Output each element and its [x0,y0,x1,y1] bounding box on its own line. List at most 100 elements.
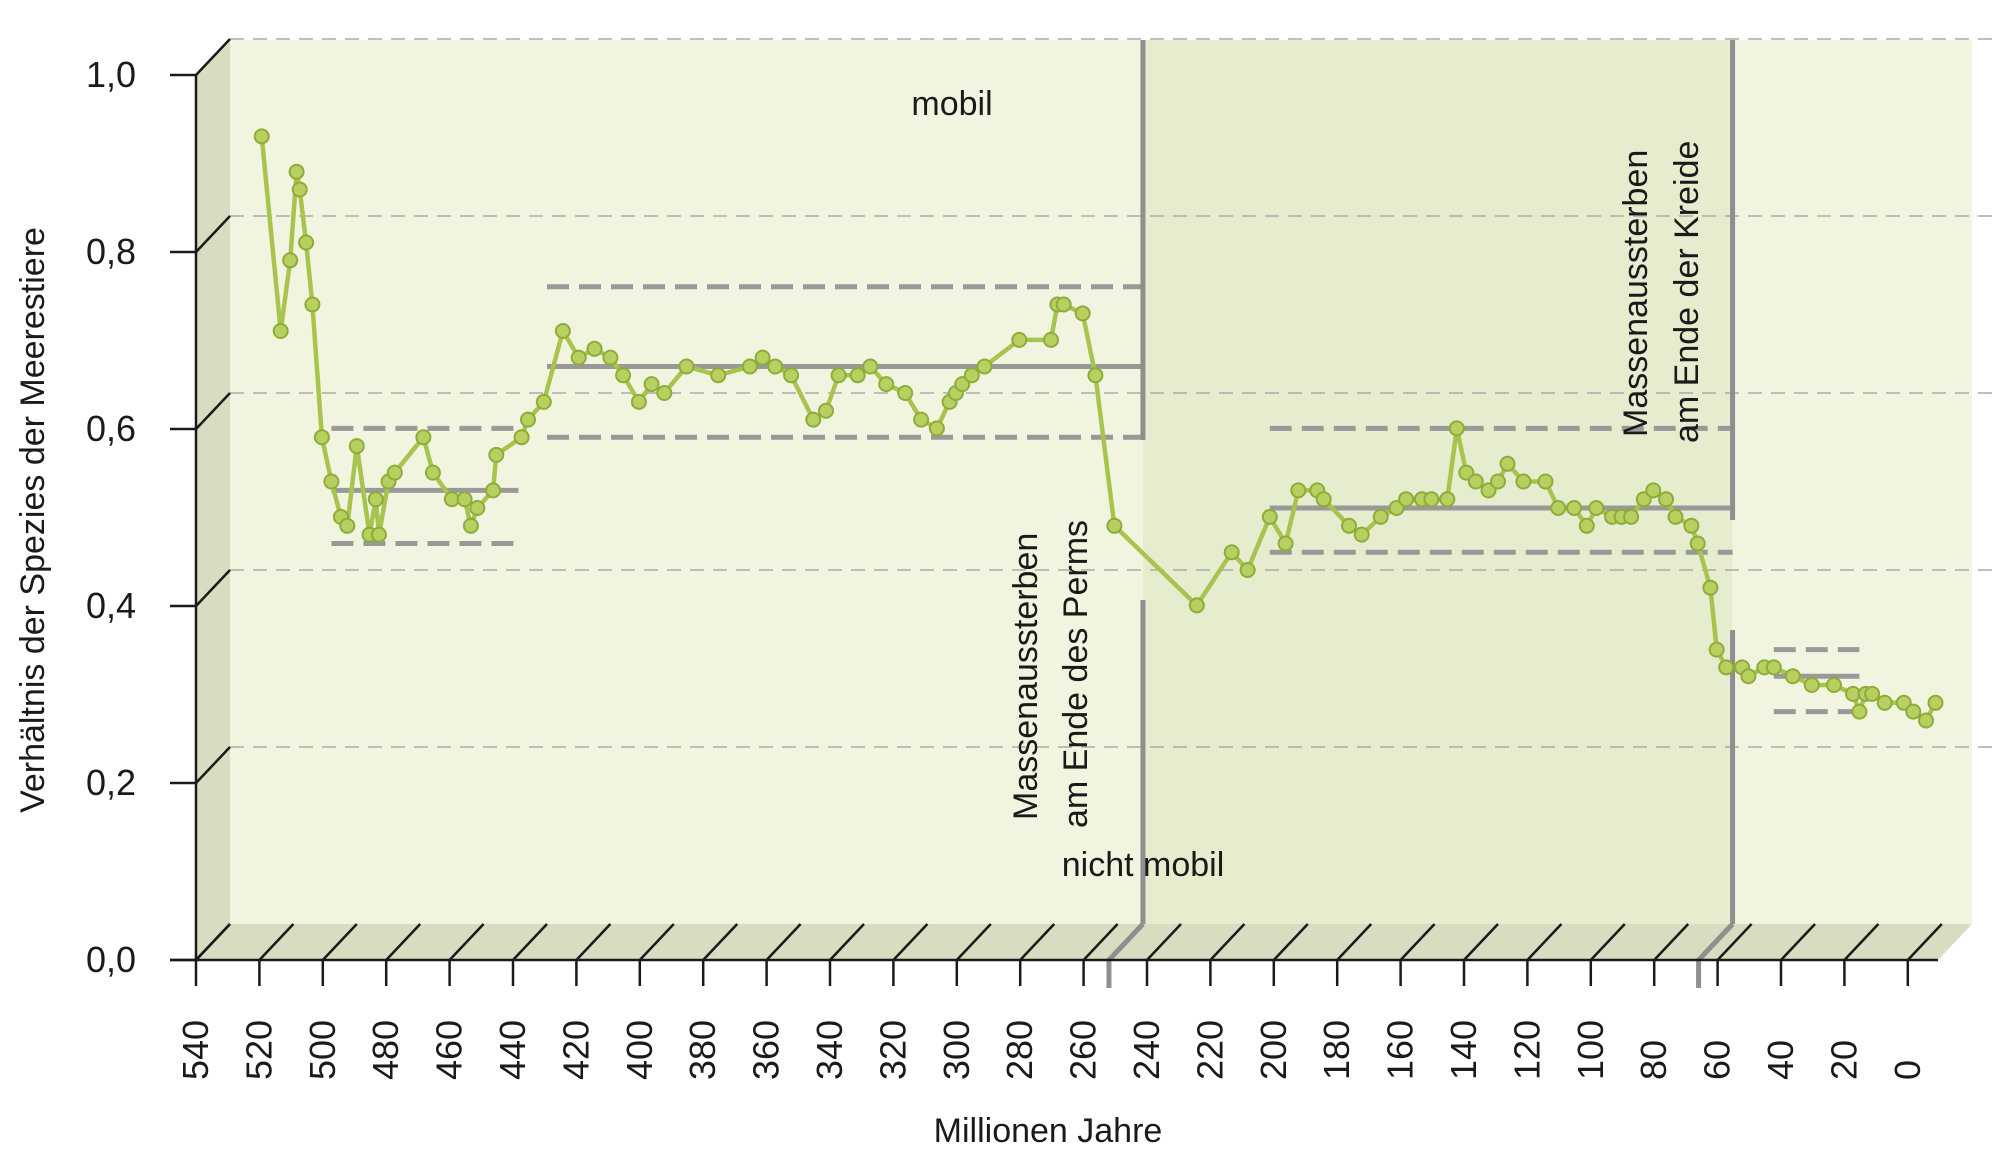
x-tick-diagonal [1146,923,1182,961]
data-point [313,429,330,446]
data-point [282,252,299,269]
x-tick-label: 200 [1253,1020,1294,1080]
x-tick-label: 520 [238,1020,279,1080]
data-point [928,420,945,437]
data-point [1011,331,1028,348]
x-tick-diagonal [1463,923,1499,961]
annotation-mobil: mobil [911,85,992,123]
data-point [1439,491,1456,508]
x-axis-title: Millionen Jahre [934,1112,1163,1150]
x-tick-label: 180 [1316,1020,1357,1080]
x-tick-diagonal [1843,923,1880,961]
x-tick-label: 380 [682,1020,723,1080]
data-point [513,429,530,446]
data-point [386,464,403,481]
data-point [253,128,270,145]
data-point [678,358,695,375]
y-tick-label: 0,8 [86,231,136,272]
data-point [1353,526,1370,543]
x-tick-diagonal [1019,923,1056,961]
data-point [1290,482,1307,499]
data-point [485,482,502,499]
data-point [1702,579,1719,596]
x-tick-label: 220 [1189,1020,1230,1080]
data-point [1074,305,1091,322]
x-tick-label: 40 [1760,1040,1801,1080]
data-point [1341,517,1357,534]
data-point [862,358,879,375]
data-point [456,491,473,508]
x-tick-diagonal [321,923,358,961]
data-point [630,393,647,410]
x-tick-label: 340 [809,1020,850,1080]
data-point [1658,491,1674,508]
data-point [954,376,971,393]
x-tick-label: 460 [429,1020,470,1080]
x-tick-diagonal [1082,923,1119,961]
x-tick-diagonal [765,923,802,961]
data-point [570,349,587,366]
y-tick-diagonal [195,569,231,607]
data-point [1467,473,1484,490]
data-point [1388,500,1405,516]
y-tick-label: 0,2 [86,762,136,803]
data-point [462,517,479,534]
x-tick-label: 260 [1063,1020,1104,1080]
x-tick-diagonal [892,923,929,961]
data-point [1480,482,1497,499]
data-point [602,349,619,366]
data-point [1087,367,1104,384]
x-tick-label: 0 [1887,1060,1928,1080]
data-point [1537,473,1554,490]
data-point [1667,508,1684,525]
data-point [1550,500,1567,516]
data-point [1239,562,1256,578]
x-tick-diagonal [258,923,295,961]
x-tick-label: 360 [746,1020,787,1080]
y-tick-label: 0,4 [86,585,136,626]
data-point [1876,694,1893,711]
data-point [1864,685,1881,702]
x-tick-diagonal [575,923,612,961]
x-tick-label: 540 [175,1020,216,1080]
data-point [1905,703,1922,720]
x-tick-diagonal [448,923,485,961]
x-tick-diagonal [638,923,675,961]
data-point [1423,491,1440,508]
y-tick-label: 0,6 [86,408,136,449]
x-tick-label: 100 [1570,1020,1611,1080]
data-point [818,402,834,419]
data-point [304,296,321,313]
y-tick-diagonal [195,392,231,430]
x-tick-diagonal [1589,923,1626,961]
side-wall [196,40,230,960]
x-tick-label: 160 [1380,1020,1421,1080]
data-point [1458,464,1475,481]
data-point [1277,535,1294,552]
x-tick-diagonal [1780,923,1816,961]
x-tick-label: 320 [872,1020,913,1080]
y-tick-diagonal [195,38,231,76]
data-point [1927,694,1944,711]
data-point [805,411,822,428]
data-point [367,491,384,508]
x-tick-label: 240 [1126,1020,1167,1080]
x-tick-label: 480 [365,1020,406,1080]
data-point [1055,296,1072,313]
x-tick-label: 20 [1823,1040,1864,1080]
chart-background [196,40,1972,960]
data-point [754,349,771,366]
x-tick-diagonal [512,923,548,961]
data-point [1689,535,1706,552]
x-tick-diagonal [1716,923,1753,961]
x-tick-diagonal [829,923,865,961]
x-tick-label: 400 [619,1020,660,1080]
y-tick-label: 0,0 [86,939,136,980]
x-tick-diagonal [1209,923,1246,961]
data-point [976,358,993,375]
data-point [741,358,758,375]
data-point [767,358,784,375]
data-point [1499,455,1516,472]
extinction-event-lines [1106,40,1736,988]
data-point [1826,677,1842,693]
